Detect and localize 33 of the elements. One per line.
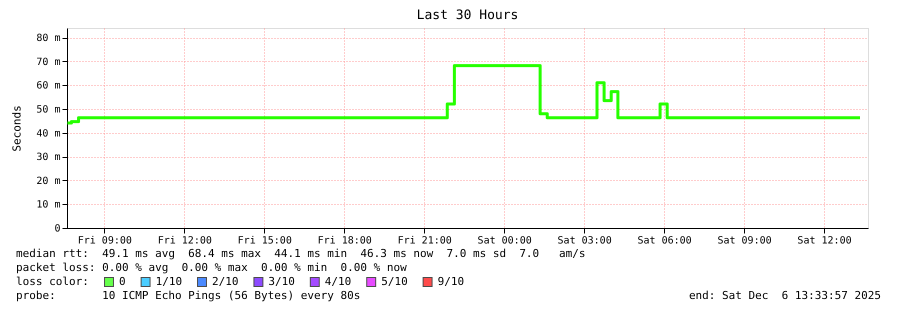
y-tick-label: 0	[54, 224, 60, 234]
y-axis-title: Seconds	[10, 105, 24, 152]
y-tick-label: 50 m	[36, 104, 60, 116]
text: end: Sat Dec 6 13:33:57 2025	[688, 289, 881, 302]
x-tick-label: Fri 15:00	[238, 236, 292, 246]
x-tick-label: Sat 00:00	[478, 236, 532, 246]
legend-label: 9/10	[438, 275, 464, 288]
legend-label: 2/10	[212, 275, 238, 288]
x-tick-label: Sat 12:00	[797, 236, 852, 246]
x-tick-label: Fri 21:00	[398, 236, 452, 246]
y-tick-label: 80 m	[36, 33, 60, 44]
legend-label: 4/10	[324, 275, 352, 288]
legend-label: 1/10	[156, 275, 182, 288]
legend-label: 3/10	[268, 275, 295, 288]
y-tick-label: 20 m	[36, 176, 60, 187]
y-tick-label: 60 m	[36, 80, 60, 92]
y-tick-label: 10 m	[36, 200, 60, 211]
x-tick-label: Sat 03:00	[558, 236, 612, 246]
text: probe: 10 ICMP Echo Pings (56 Bytes) every 80s	[16, 289, 360, 302]
x-tick-label: Fri 12:00	[158, 236, 212, 246]
text: packet loss: 0.00 % avg 0.00 % max 0.00 % min 0.00 % now	[16, 261, 408, 274]
legend-title: loss color:	[16, 275, 89, 288]
legend-label: 0	[119, 275, 126, 288]
text: median rtt: 49.1 ms avg 68.4 ms max 44.1 ms min 46.3 ms now 7.0 ms sd 7.0 am/s	[16, 247, 586, 260]
x-tick-label: Sat 06:00	[637, 236, 692, 246]
x-tick-label: Fri 18:00	[318, 236, 372, 246]
y-tick-label: 40 m	[36, 128, 60, 140]
y-tick-label: 30 m	[36, 152, 60, 164]
x-tick-label: Fri 09:00	[78, 236, 132, 246]
x-tick-label: Sat 09:00	[717, 236, 772, 246]
legend-label: 5/10	[381, 275, 408, 288]
y-tick-label: 70 m	[36, 56, 60, 68]
chart-title: Last 30 Hours	[416, 8, 518, 23]
